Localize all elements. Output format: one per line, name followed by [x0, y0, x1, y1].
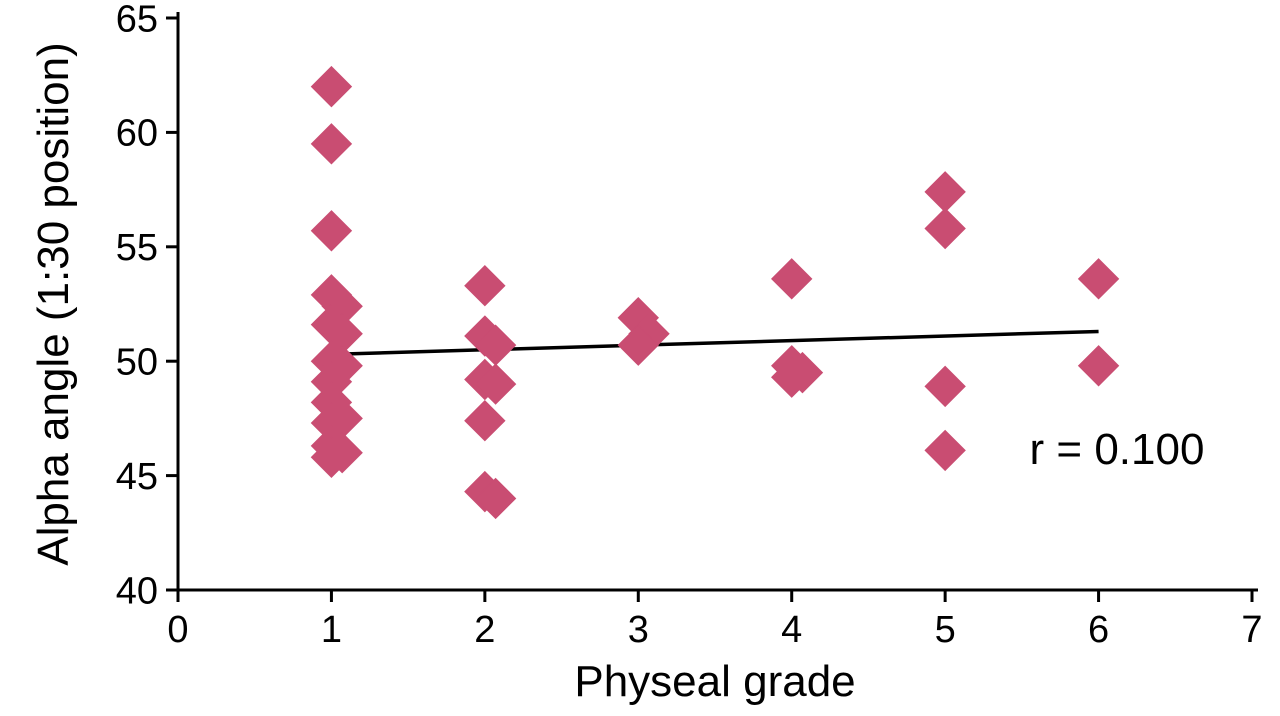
x-tick-label: 3 [628, 609, 649, 651]
data-point [1079, 259, 1119, 299]
data-point [925, 172, 965, 212]
y-tick-label: 60 [116, 113, 158, 155]
y-tick-label: 65 [116, 0, 158, 40]
data-point [311, 211, 351, 251]
scatter-chart: 01234567404550556065Physeal gradeAlpha a… [0, 0, 1280, 716]
data-point [465, 401, 505, 441]
y-axis-title: Alpha angle (1:30 position) [29, 42, 78, 565]
x-tick-label: 1 [321, 609, 342, 651]
data-point [925, 430, 965, 470]
y-tick-label: 50 [116, 342, 158, 384]
data-point [1079, 346, 1119, 386]
y-tick-label: 55 [116, 227, 158, 269]
x-tick-label: 2 [474, 609, 495, 651]
x-axis-title: Physeal grade [574, 657, 855, 706]
data-point [772, 259, 812, 299]
data-point [311, 67, 351, 107]
y-tick-label: 45 [116, 456, 158, 498]
x-tick-label: 0 [167, 609, 188, 651]
y-tick-label: 40 [116, 570, 158, 612]
chart-svg: 01234567404550556065Physeal gradeAlpha a… [0, 0, 1280, 716]
trend-line [331, 331, 1098, 354]
data-point [925, 366, 965, 406]
data-point [311, 124, 351, 164]
x-tick-label: 4 [781, 609, 802, 651]
correlation-annotation: r = 0.100 [1030, 425, 1205, 474]
x-tick-label: 7 [1241, 609, 1262, 651]
x-tick-label: 5 [935, 609, 956, 651]
data-point [465, 266, 505, 306]
data-point [925, 208, 965, 248]
x-tick-label: 6 [1088, 609, 1109, 651]
